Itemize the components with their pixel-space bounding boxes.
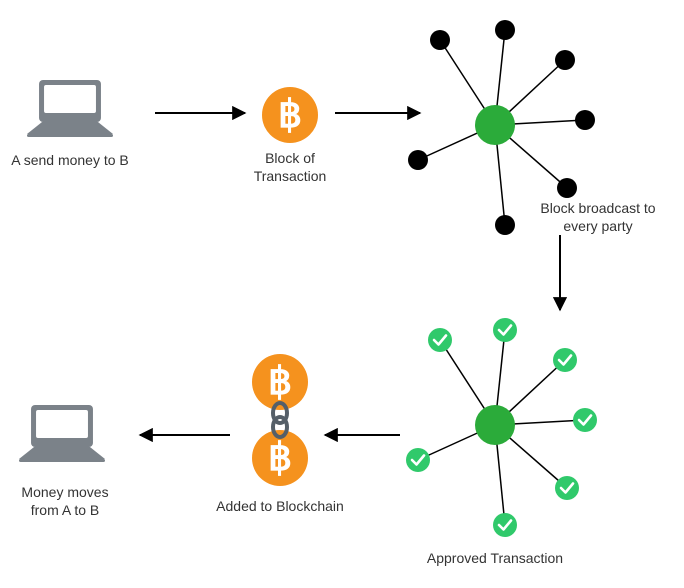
label-a-send: A send money to B	[0, 152, 150, 170]
label-money-moves: Money movesfrom A to B	[0, 484, 140, 519]
svg-text:฿: ฿	[268, 361, 292, 403]
laptop-sender-icon	[27, 80, 113, 137]
laptop-receiver-icon	[19, 405, 105, 462]
svg-text:฿: ฿	[278, 94, 302, 136]
network-approved-icon	[406, 318, 597, 537]
blockchain-chain-icon: ฿฿	[252, 354, 308, 486]
diagram-stage: ฿฿฿ A send money to BBlock ofTransaction…	[0, 0, 684, 588]
label-block-broadcast: Block broadcast toevery party	[518, 200, 678, 235]
label-block-of-transaction: Block ofTransaction	[220, 150, 360, 185]
bitcoin-block-icon: ฿	[262, 87, 318, 143]
svg-text:฿: ฿	[268, 437, 292, 479]
label-approved-transaction: Approved Transaction	[395, 550, 595, 568]
label-added-to-blockchain: Added to Blockchain	[190, 498, 370, 516]
